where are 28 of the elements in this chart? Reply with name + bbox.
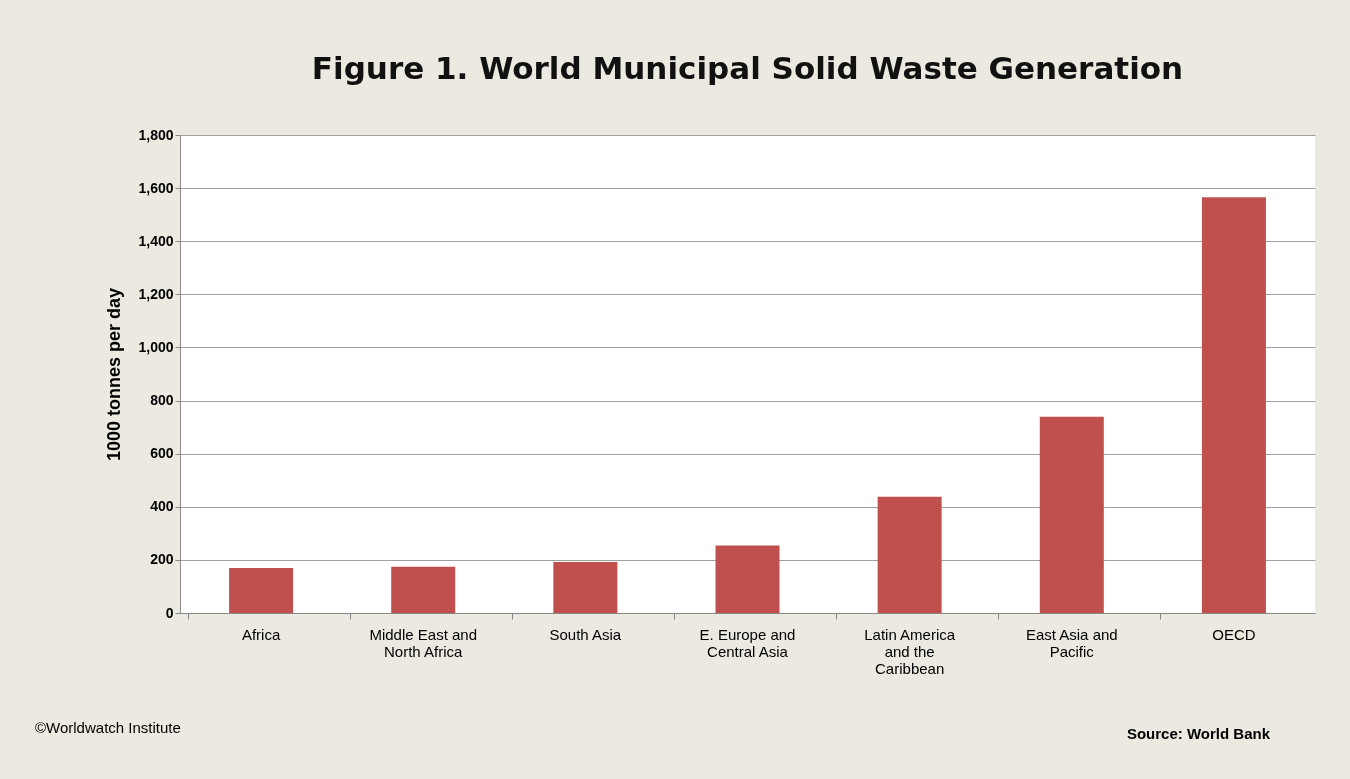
x-tick-label: Latin America and the Caribbean <box>864 625 956 677</box>
x-tick-label: Middle East and North Africa <box>369 625 477 660</box>
y-tick-label: 1,600 <box>138 179 174 196</box>
x-tick-label: OECD <box>1212 625 1256 643</box>
x-tick-label: Africa <box>241 625 281 643</box>
bar <box>877 496 942 613</box>
y-tick-label: 600 <box>150 445 174 462</box>
source-note: Source: World Bank <box>1126 725 1271 742</box>
y-tick-label: 400 <box>150 498 174 515</box>
y-axis-title: 1000 tonnes per day <box>104 287 125 462</box>
bar <box>229 568 294 613</box>
chart-title: Figure 1. World Municipal Solid Waste Generation <box>311 50 1184 86</box>
x-tick-label: E. Europe and Central Asia <box>699 625 796 660</box>
y-tick-label: 1,400 <box>138 232 174 249</box>
y-tick-label: 800 <box>150 392 174 409</box>
bar <box>1039 416 1104 613</box>
y-tick-label: 0 <box>165 604 174 621</box>
text: ©Worldwatch Institute <box>35 719 181 736</box>
x-tick-label: East Asia and Pacific <box>1025 625 1118 660</box>
bar <box>391 566 456 613</box>
bar <box>553 562 618 613</box>
x-tick-label: South Asia <box>549 625 622 643</box>
bar <box>715 545 780 613</box>
bar <box>1201 197 1266 613</box>
y-tick-label: 200 <box>150 551 174 568</box>
y-tick-label: 1,200 <box>138 285 174 302</box>
y-tick-label: 1,000 <box>138 338 174 355</box>
y-tick-label: 1,800 <box>138 126 174 143</box>
